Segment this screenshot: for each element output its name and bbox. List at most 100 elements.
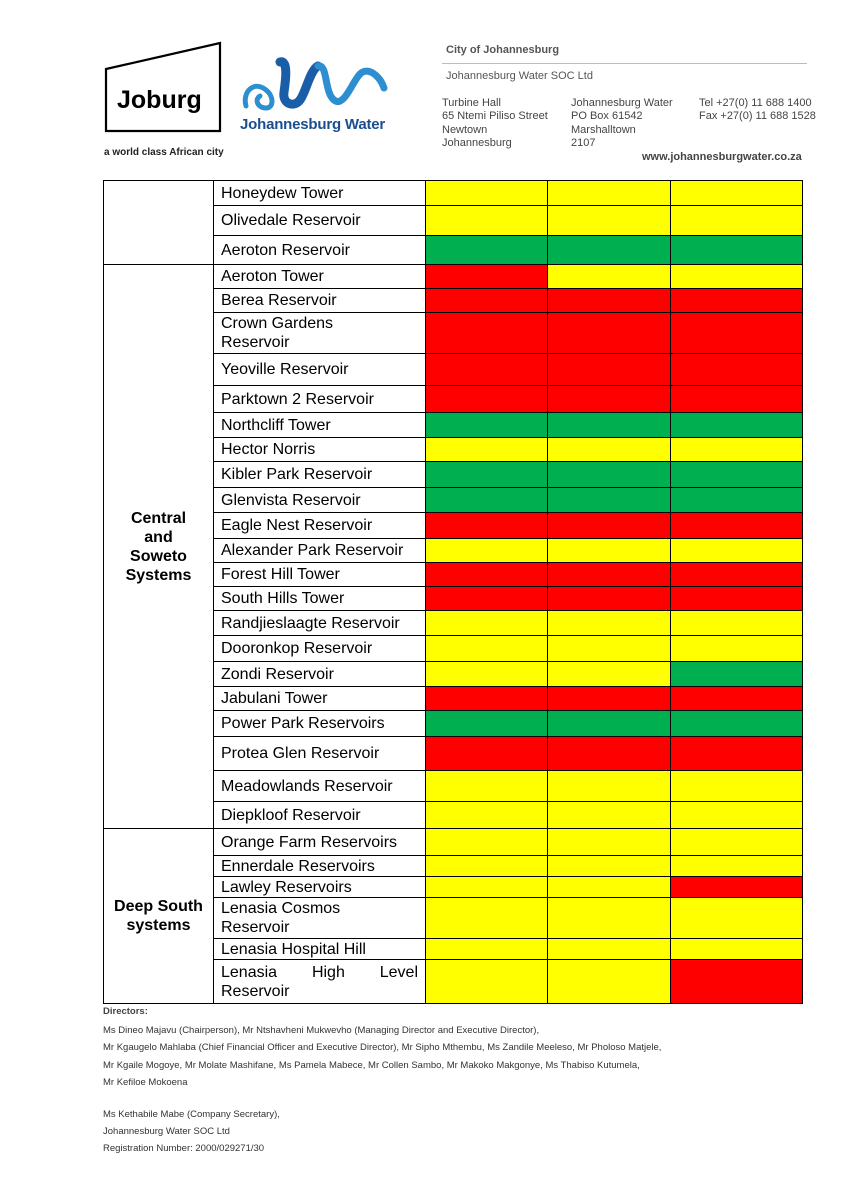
status-cell-yellow	[425, 855, 548, 877]
status-cell-red	[425, 353, 548, 386]
status-cell-red	[547, 312, 671, 354]
address-line: PO Box 61542	[571, 110, 643, 123]
status-cell-red	[670, 736, 803, 771]
postal-address: Johannesburg Water PO Box 61542 Marshall…	[571, 97, 673, 151]
status-cell-red	[425, 736, 548, 771]
status-cell-yellow	[547, 828, 671, 856]
reservoir-name-line: Reservoir	[221, 334, 290, 351]
status-cell-red	[425, 288, 548, 313]
city-name: City of Johannesburg	[446, 44, 560, 56]
status-cell-yellow	[547, 770, 671, 802]
status-cell-green	[425, 235, 548, 265]
system-group-label	[103, 180, 214, 265]
table-row: Ennerdale Reservoirs	[104, 855, 803, 877]
table-row: Aeroton Reservoir	[104, 235, 803, 265]
table-row: Parktown 2 Reservoir	[104, 385, 803, 413]
company-secretary: Ms Kethabile Mabe (Company Secretary),	[103, 1108, 280, 1120]
status-cell-yellow	[547, 801, 671, 829]
reservoir-name: Aeroton Reservoir	[213, 235, 426, 265]
reservoir-name: Lenasia High Level Reservoir	[213, 959, 426, 1004]
status-cell-green	[547, 487, 671, 513]
status-cell-green	[547, 412, 671, 438]
table-row: Dooronkop Reservoir	[104, 635, 803, 662]
status-cell-yellow	[670, 938, 803, 960]
status-cell-yellow	[425, 610, 548, 636]
joburg-logo: Joburg	[104, 41, 222, 133]
reservoir-name-line: Lenasia High Level	[221, 963, 418, 981]
johannesburg-water-logo	[240, 56, 392, 136]
page-footer: Directors: Ms Dineo Majavu (Chairperson)…	[103, 1006, 661, 1158]
joburg-logo-text: Joburg	[117, 86, 202, 114]
table-row: Glenvista Reservoir	[104, 487, 803, 513]
system-group-label-line: systems	[126, 917, 191, 934]
status-cell-yellow	[547, 635, 671, 662]
header-divider	[442, 63, 807, 64]
status-cell-yellow	[547, 610, 671, 636]
status-cell-green	[425, 710, 548, 737]
status-cell-red	[670, 562, 803, 587]
table-row: Hector Norris	[104, 437, 803, 462]
reservoir-name: Ennerdale Reservoirs	[213, 855, 426, 877]
status-cell-red	[547, 736, 671, 771]
system-group-label-line: Systems	[125, 566, 192, 584]
status-cell-yellow	[547, 938, 671, 960]
status-cell-yellow	[670, 610, 803, 636]
status-cell-red	[547, 288, 671, 313]
status-cell-yellow	[547, 264, 671, 289]
reservoir-name: Northcliff Tower	[213, 412, 426, 438]
reservoir-name: Glenvista Reservoir	[213, 487, 426, 513]
table-row: Lenasia High Level Reservoir	[104, 959, 803, 1004]
status-cell-green	[547, 710, 671, 737]
table-row: Central and Soweto Systems Aeroton Tower	[103, 264, 803, 829]
reservoir-name: Lenasia Hospital Hill	[213, 938, 426, 960]
reservoir-name: Hector Norris	[213, 437, 426, 462]
status-cell-yellow	[670, 770, 803, 802]
directors-line: Mr Kefiloe Mokoena	[103, 1077, 188, 1089]
table-row: Lenasia Hospital Hill	[104, 938, 803, 960]
table-row: Olivedale Reservoir	[104, 205, 803, 236]
reservoir-name: Crown Gardens Reservoir	[213, 312, 426, 354]
registration-number: Registration Number: 2000/029271/30	[103, 1143, 265, 1155]
status-cell-yellow	[670, 264, 803, 289]
status-cell-yellow	[670, 635, 803, 662]
reservoir-name: Diepkloof Reservoir	[213, 801, 426, 829]
status-cell-yellow	[670, 897, 803, 939]
reservoir-name: Kibler Park Reservoir	[213, 461, 426, 488]
status-cell-green	[425, 487, 548, 513]
status-cell-red	[547, 353, 671, 386]
reservoir-name: Meadowlands Reservoir	[213, 770, 426, 802]
status-cell-yellow	[547, 437, 671, 462]
status-cell-red	[425, 562, 548, 587]
reservoir-name: Jabulani Tower	[213, 686, 426, 711]
reservoir-name-line: Crown Gardens	[221, 315, 334, 332]
reservoir-name: Yeoville Reservoir	[213, 353, 426, 386]
status-cell-red	[425, 385, 548, 413]
address-line: Newtown	[442, 123, 488, 136]
status-cell-green	[670, 487, 803, 513]
table-row: Lenasia Cosmos Reservoir	[104, 897, 803, 939]
status-cell-red	[547, 512, 671, 539]
status-cell-red	[670, 312, 803, 354]
status-cell-yellow	[425, 897, 548, 939]
status-cell-yellow	[670, 205, 803, 236]
reservoir-name: Olivedale Reservoir	[213, 205, 426, 236]
status-cell-yellow	[425, 938, 548, 960]
status-cell-yellow	[547, 959, 671, 1004]
status-cell-red	[670, 288, 803, 313]
status-cell-yellow	[425, 180, 548, 206]
status-cell-yellow	[425, 801, 548, 829]
website-link[interactable]: www.johannesburgwater.co.za	[642, 151, 802, 163]
table-row: Deep South systems Orange Farm Reservoirs	[103, 828, 803, 1004]
status-cell-yellow	[547, 876, 671, 898]
table-row: Northcliff Tower	[104, 412, 803, 438]
status-cell-red	[547, 385, 671, 413]
status-cell-yellow	[547, 538, 671, 563]
status-cell-red	[425, 512, 548, 539]
reservoir-name: Power Park Reservoirs	[213, 710, 426, 737]
table-row: Yeoville Reservoir	[104, 353, 803, 386]
street-address: Turbine Hall 65 Ntemi Piliso Street Newt…	[442, 97, 548, 151]
reservoir-name: Lenasia Cosmos Reservoir	[213, 897, 426, 939]
status-cell-red	[425, 264, 548, 289]
status-cell-green	[547, 461, 671, 488]
status-cell-yellow	[425, 205, 548, 236]
